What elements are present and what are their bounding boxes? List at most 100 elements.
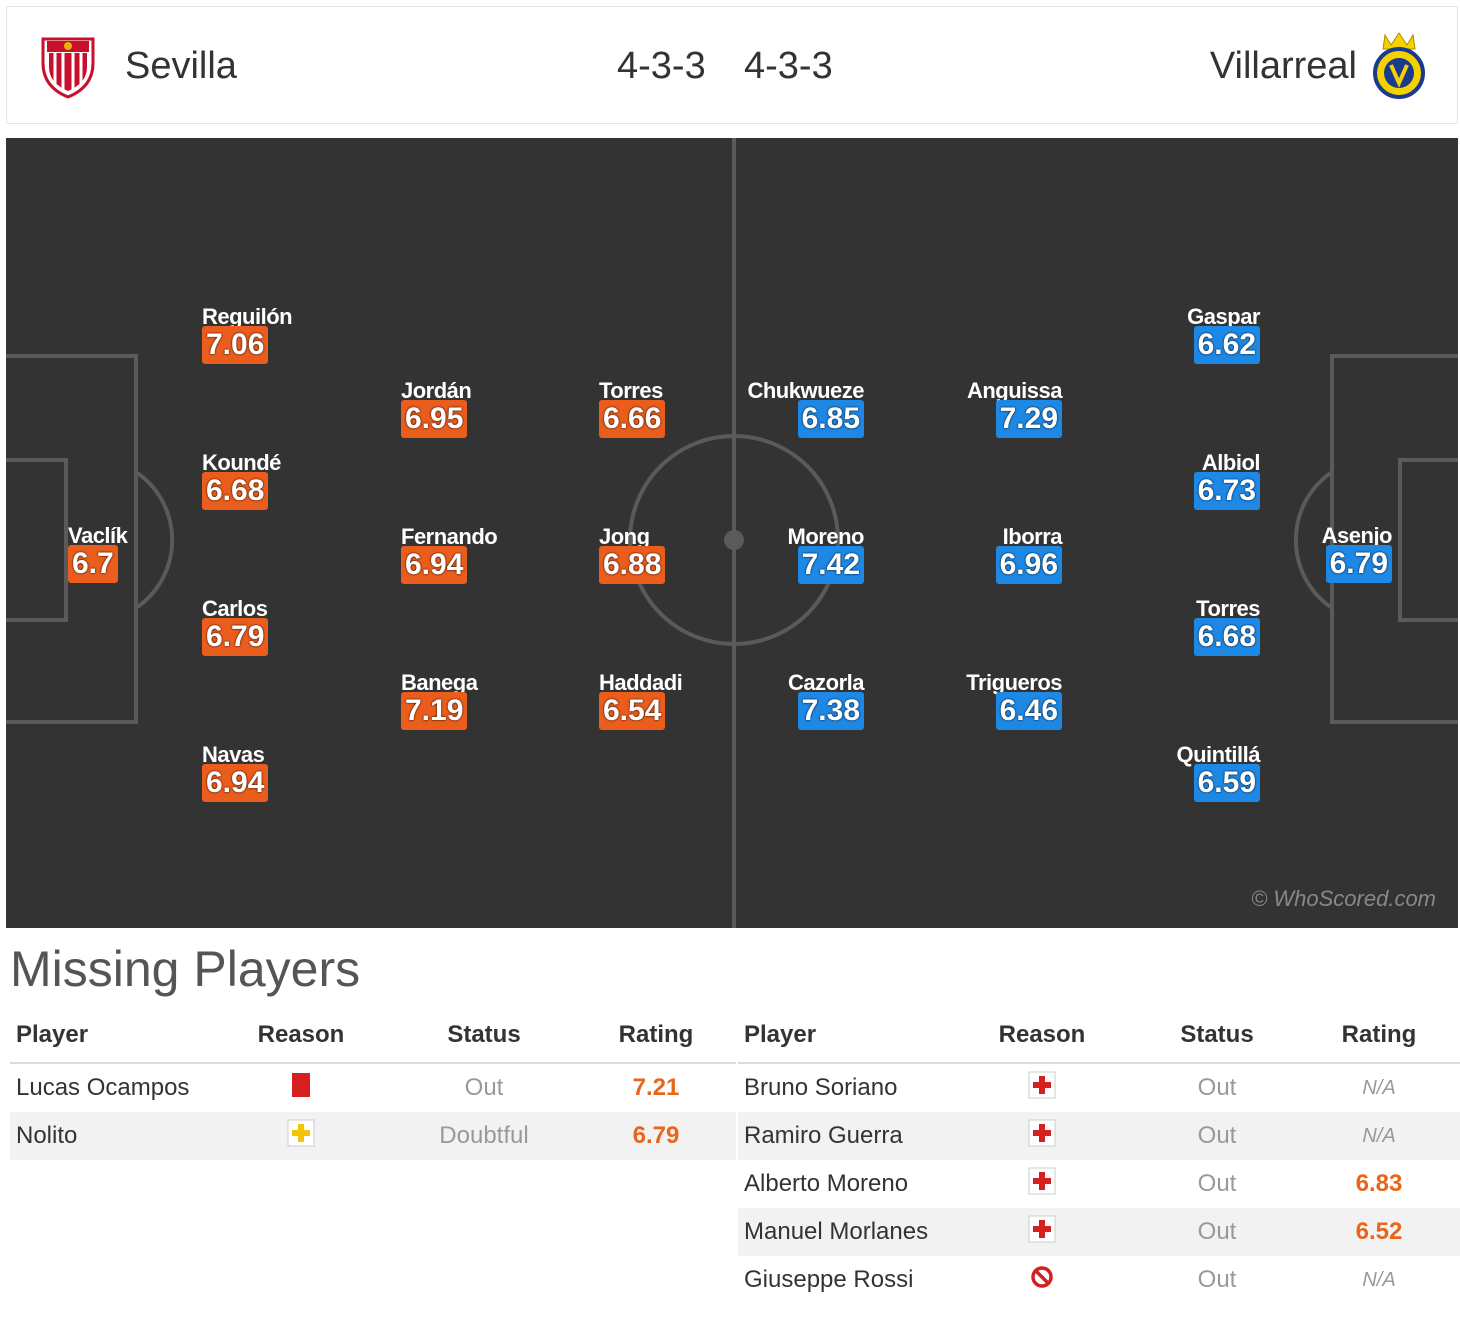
- doubtful-icon[interactable]: [287, 1119, 315, 1154]
- missing-player-name[interactable]: Nolito: [10, 1112, 210, 1160]
- player-name[interactable]: Quintillá: [1176, 742, 1261, 767]
- missing-rating: 6.52: [1298, 1208, 1460, 1256]
- reason-cell: [948, 1063, 1136, 1112]
- player-name[interactable]: Carlos: [202, 596, 268, 621]
- home-player[interactable]: Navas 6.94: [202, 742, 352, 804]
- player-rating: 6.62: [1193, 326, 1260, 364]
- missing-status: Out: [1136, 1208, 1298, 1256]
- column-rating[interactable]: Rating: [576, 1008, 736, 1064]
- home-player[interactable]: Koundé 6.68: [202, 450, 352, 512]
- away-team-name[interactable]: Villarreal: [1209, 45, 1357, 87]
- player-rating: 6.68: [202, 472, 269, 510]
- missing-rating: 7.21: [632, 1074, 680, 1101]
- missing-player-name[interactable]: Ramiro Guerra: [738, 1112, 948, 1160]
- table-row[interactable]: Manuel Morlanes Out 6.52: [738, 1208, 1460, 1256]
- injury-icon[interactable]: [1028, 1071, 1056, 1106]
- missing-status: Out: [464, 1074, 504, 1101]
- away-player[interactable]: Chukwueze 6.85: [714, 378, 864, 440]
- column-player[interactable]: Player: [738, 1008, 948, 1064]
- player-name[interactable]: Anguissa: [966, 378, 1063, 403]
- red-card-icon[interactable]: [290, 1072, 312, 1105]
- player-name[interactable]: Gaspar: [1187, 304, 1260, 329]
- player-rating: 6.59: [1193, 764, 1260, 802]
- player-name[interactable]: Moreno: [787, 524, 865, 549]
- table-row[interactable]: Ramiro Guerra Out N/A: [738, 1112, 1460, 1160]
- away-player[interactable]: Quintillá 6.59: [1110, 742, 1260, 804]
- away-player[interactable]: Anguissa 7.29: [912, 378, 1063, 440]
- home-player[interactable]: Vaclík 6.7: [68, 523, 218, 585]
- player-name[interactable]: Chukwueze: [747, 378, 864, 403]
- missing-player-name[interactable]: Bruno Soriano: [744, 1074, 898, 1101]
- injury-icon[interactable]: [1028, 1167, 1056, 1202]
- column-reason[interactable]: Reason: [948, 1008, 1136, 1064]
- away-formation: 4-3-3: [744, 45, 833, 87]
- player-rating: 6.66: [599, 400, 666, 438]
- missing-rating: N/A: [1362, 1268, 1396, 1291]
- player-name[interactable]: Banega: [401, 670, 478, 695]
- missing-players-title: Missing Players: [10, 941, 361, 997]
- player-name[interactable]: Vaclík: [68, 523, 128, 548]
- player-name[interactable]: Torres: [599, 378, 663, 403]
- away-player[interactable]: Albiol 6.73: [1110, 450, 1261, 512]
- missing-rating: N/A: [1362, 1076, 1396, 1099]
- away-player[interactable]: Gaspar 6.62: [1110, 304, 1260, 366]
- injury-icon[interactable]: [1028, 1119, 1056, 1154]
- player-name[interactable]: Albiol: [1201, 450, 1261, 475]
- missing-player-name[interactable]: Manuel Morlanes: [738, 1208, 948, 1256]
- home-player[interactable]: Jong 6.88: [599, 524, 749, 586]
- missing-rating: 6.83: [1355, 1170, 1403, 1197]
- column-status[interactable]: Status: [392, 1008, 576, 1064]
- villarreal-crest-icon[interactable]: [1371, 31, 1427, 101]
- injury-icon[interactable]: [1028, 1215, 1056, 1250]
- player-name[interactable]: Reguilón: [202, 304, 293, 329]
- home-player[interactable]: Reguilón 7.06: [202, 304, 352, 366]
- player-name[interactable]: Jordán: [401, 378, 472, 403]
- column-player[interactable]: Player: [10, 1008, 210, 1064]
- match-header: Sevilla 4-3-3 4-3-3 Villarreal: [6, 6, 1458, 124]
- column-status[interactable]: Status: [1136, 1008, 1298, 1064]
- home-player[interactable]: Carlos 6.79: [202, 596, 352, 658]
- table-row[interactable]: Nolito Doubtful 6.79: [10, 1112, 736, 1160]
- missing-player-name[interactable]: Giuseppe Rossi: [744, 1266, 914, 1293]
- home-player[interactable]: Banega 7.19: [401, 670, 551, 732]
- pitch-markings: [6, 138, 1458, 928]
- table-row[interactable]: Alberto Moreno Out 6.83: [738, 1160, 1460, 1208]
- sevilla-crest-icon[interactable]: [39, 33, 97, 99]
- missing-player-name[interactable]: Lucas Ocampos: [16, 1074, 190, 1101]
- player-name[interactable]: Cazorla: [788, 670, 864, 695]
- player-name[interactable]: Asenjo: [1321, 523, 1393, 548]
- home-player[interactable]: Haddadi 6.54: [599, 670, 749, 732]
- player-rating: 7.29: [995, 400, 1062, 438]
- missing-player-name[interactable]: Alberto Moreno: [744, 1170, 909, 1197]
- player-name[interactable]: Koundé: [202, 450, 281, 475]
- player-name[interactable]: Iborra: [1002, 524, 1063, 549]
- away-player[interactable]: Asenjo 6.79: [1242, 523, 1393, 585]
- away-player[interactable]: Iborra 6.96: [912, 524, 1063, 586]
- away-player[interactable]: Moreno 7.42: [714, 524, 865, 586]
- table-row[interactable]: Giuseppe Rossi Out N/A: [738, 1256, 1460, 1304]
- player-name[interactable]: Jong: [599, 524, 650, 549]
- table-row[interactable]: Bruno Soriano Out N/A: [738, 1063, 1460, 1112]
- reason-cell: [948, 1256, 1136, 1304]
- table-row[interactable]: Lucas Ocampos Out 7.21: [10, 1063, 736, 1112]
- player-rating: 7.19: [401, 692, 468, 730]
- player-name[interactable]: Trigueros: [966, 670, 1062, 695]
- player-name[interactable]: Fernando: [401, 524, 498, 549]
- suspended-icon[interactable]: [1029, 1264, 1055, 1297]
- home-player[interactable]: Jordán 6.95: [401, 378, 551, 440]
- away-player[interactable]: Torres 6.68: [1110, 596, 1260, 658]
- home-player[interactable]: Fernando 6.94: [401, 524, 551, 586]
- column-rating[interactable]: Rating: [1298, 1008, 1460, 1064]
- player-rating: 7.06: [202, 326, 269, 364]
- player-name[interactable]: Torres: [1196, 596, 1260, 621]
- player-name[interactable]: Navas: [202, 742, 265, 767]
- player-name[interactable]: Haddadi: [599, 670, 683, 695]
- column-reason[interactable]: Reason: [210, 1008, 392, 1064]
- away-player[interactable]: Cazorla 7.38: [714, 670, 864, 732]
- player-rating: 6.94: [401, 546, 468, 584]
- home-player[interactable]: Torres 6.66: [599, 378, 749, 440]
- player-rating: 6.96: [995, 546, 1062, 584]
- away-player[interactable]: Trigueros 6.46: [912, 670, 1062, 732]
- home-team-name[interactable]: Sevilla: [125, 45, 237, 87]
- missing-rating: N/A: [1298, 1112, 1460, 1160]
